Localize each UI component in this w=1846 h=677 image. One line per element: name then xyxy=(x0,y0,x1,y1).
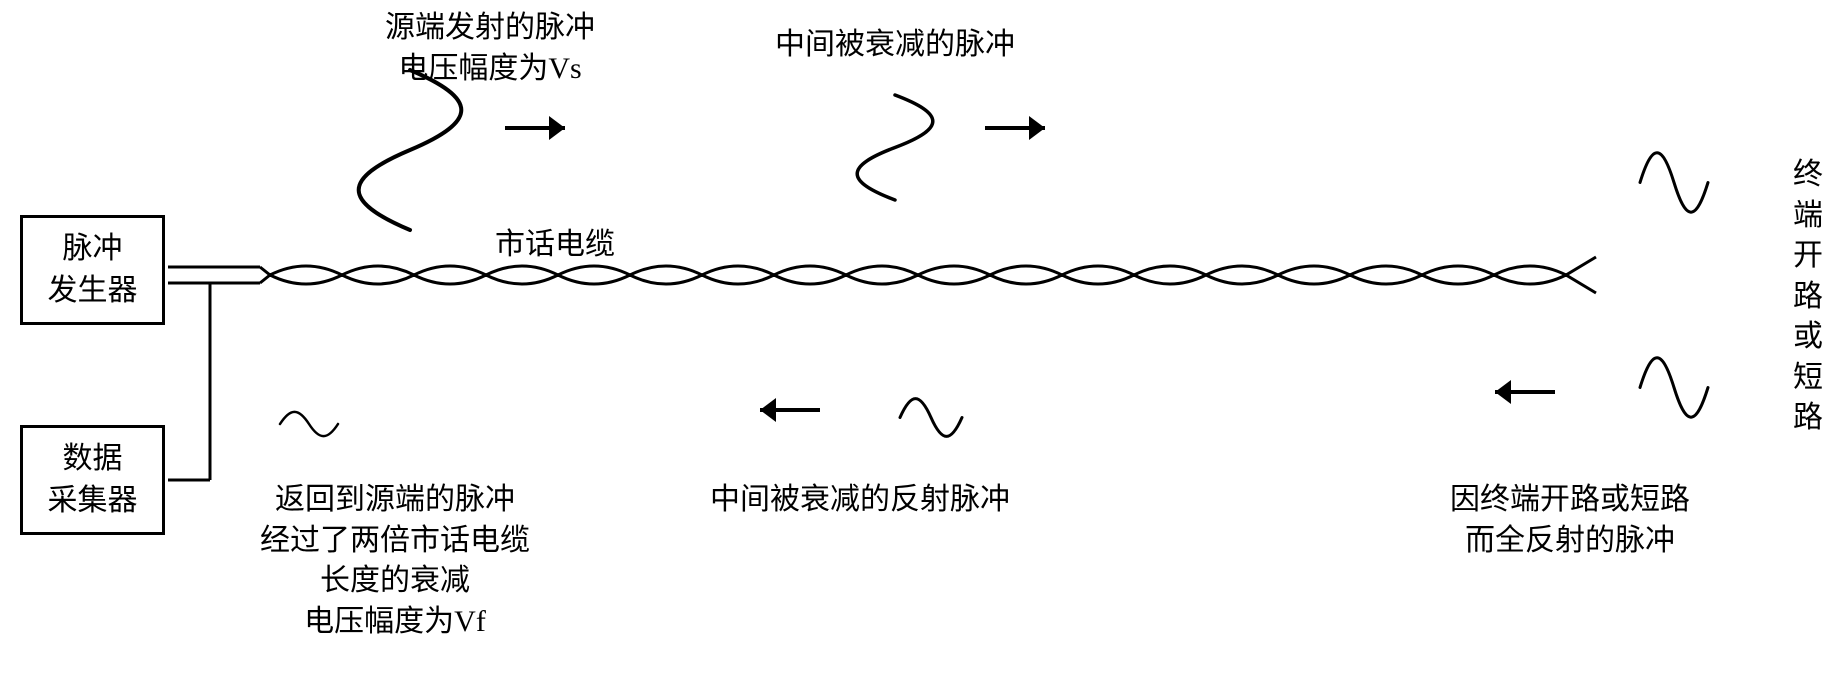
diagram-svg xyxy=(0,0,1846,677)
tdr-diagram: 脉冲 发生器 数据 采集器 源端发射的脉冲 电压幅度为Vs 中间被衰减的脉冲 市… xyxy=(0,0,1846,677)
